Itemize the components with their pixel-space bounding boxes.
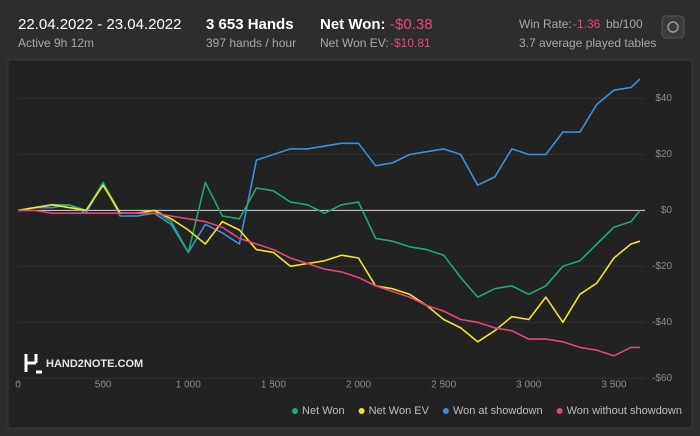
- legend-label: Won without showdown: [567, 405, 682, 417]
- x-tick-label: 1 500: [261, 380, 286, 391]
- net-won-ev: -$10.81: [390, 36, 431, 50]
- x-tick-label: 0: [15, 380, 21, 391]
- y-tick-label: -$60: [652, 373, 672, 384]
- series-line: [18, 209, 640, 357]
- net-won: -$0.38: [390, 16, 433, 33]
- settings-icon: [667, 21, 679, 33]
- win-rate: -1.36: [573, 17, 601, 31]
- active-time: Active 9h 12m: [18, 36, 94, 50]
- hands: 3 653 Hands: [206, 16, 294, 33]
- legend-marker: [358, 408, 365, 414]
- x-tick-label: 500: [95, 380, 112, 391]
- x-tick-label: 3 500: [601, 380, 626, 391]
- legend-label: Net Won: [302, 405, 345, 417]
- y-tick-label: -$20: [652, 261, 672, 272]
- legend: Net Won Net Won EV Won at showdown Won with…: [292, 405, 682, 417]
- logo-text: HAND2NOTE.COM: [46, 358, 143, 370]
- series-line: [17, 78, 641, 254]
- logo: HAND2NOTE.COM: [24, 354, 143, 374]
- legend-marker: [292, 408, 299, 414]
- y-tick-label: $0: [661, 205, 673, 216]
- x-tick-label: 2 000: [346, 380, 371, 391]
- x-tick-label: 1 000: [176, 380, 201, 391]
- legend-label: Net Won EV: [369, 405, 430, 417]
- x-tick-label: 3 000: [516, 380, 541, 391]
- plot-panel: [7, 59, 693, 429]
- net-won-ev-label: Net Won EV:: [320, 36, 389, 50]
- tables: 3.7 average played tables: [519, 36, 656, 50]
- win-rate-unit: bb/100: [606, 17, 643, 31]
- legend-marker: [442, 408, 449, 414]
- y-tick-label: $20: [655, 149, 672, 160]
- win-rate-label: Win Rate:: [519, 17, 572, 31]
- settings-button[interactable]: [661, 15, 685, 39]
- x-tick-label: 2 500: [431, 380, 456, 391]
- legend-marker: [556, 408, 563, 414]
- dates: 22.04.2022 - 23.04.2022: [18, 16, 181, 33]
- hands-per-hour: 397 hands / hour: [206, 36, 296, 50]
- legend-label: Won at showdown: [453, 405, 543, 417]
- net-won-label: Net Won:: [320, 16, 386, 33]
- logo-mark: [24, 354, 42, 374]
- y-tick-label: -$40: [652, 317, 672, 328]
- y-tick-label: $40: [655, 93, 672, 104]
